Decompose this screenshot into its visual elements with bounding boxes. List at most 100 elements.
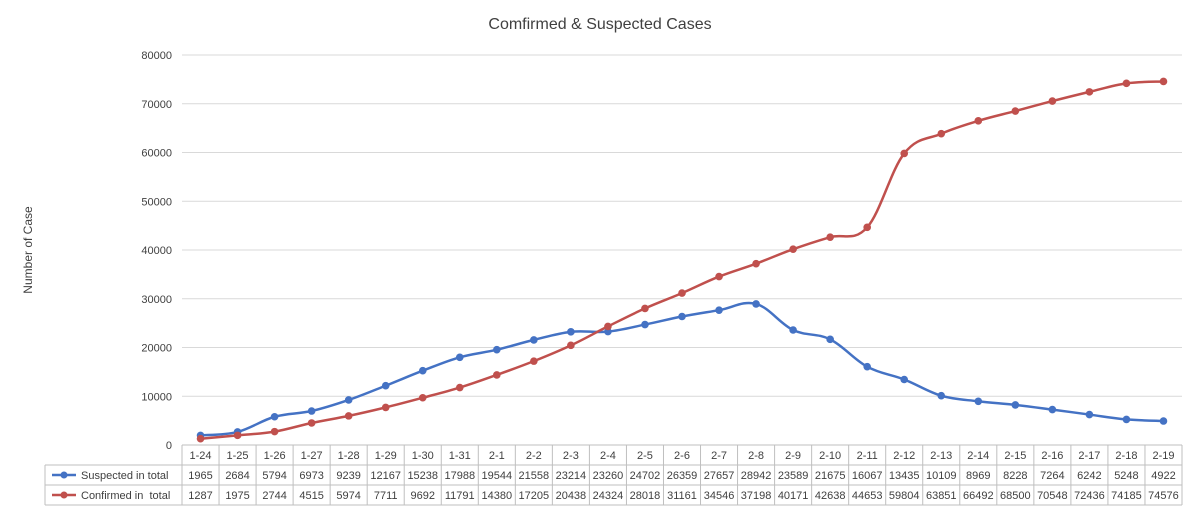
x-tick-label: 1-29 bbox=[375, 450, 397, 462]
data-label: 24702 bbox=[630, 470, 661, 482]
data-point bbox=[307, 407, 316, 415]
data-label: 21675 bbox=[815, 470, 846, 482]
data-point bbox=[604, 322, 612, 331]
data-point bbox=[863, 223, 871, 232]
data-label: 28018 bbox=[630, 490, 661, 502]
data-label: 8228 bbox=[1003, 470, 1027, 482]
data-label: 2684 bbox=[225, 470, 249, 482]
data-label: 20438 bbox=[556, 490, 587, 502]
y-tick-label: 20000 bbox=[141, 343, 172, 355]
data-label: 23214 bbox=[556, 470, 587, 482]
chart-title: Comfirmed & Suspected Cases bbox=[488, 16, 711, 33]
x-tick-label: 2-8 bbox=[748, 450, 764, 462]
data-label: 15238 bbox=[407, 470, 438, 482]
data-point bbox=[752, 259, 760, 268]
data-point bbox=[715, 306, 723, 314]
x-tick-label: 2-16 bbox=[1041, 450, 1063, 462]
data-point bbox=[937, 129, 946, 138]
data-point bbox=[344, 396, 353, 404]
data-point bbox=[530, 336, 538, 344]
data-label: 31161 bbox=[667, 490, 697, 502]
data-table: 1-24 1-25 1-26 1-27 1-28 1-29 1-30 1-31 2-1 2-2 2-… bbox=[44, 444, 1183, 506]
data-label: 1965 bbox=[188, 470, 212, 482]
data-point bbox=[974, 397, 983, 406]
data-point bbox=[1085, 410, 1094, 419]
data-label: 70548 bbox=[1037, 490, 1068, 502]
data-point bbox=[789, 326, 797, 334]
data-point bbox=[826, 335, 834, 344]
data-label: 17988 bbox=[444, 470, 475, 482]
data-point bbox=[641, 320, 649, 329]
x-tick-label: 2-6 bbox=[674, 450, 690, 462]
y-tick-label: 50000 bbox=[141, 196, 172, 208]
data-label: 72436 bbox=[1074, 490, 1105, 502]
data-point bbox=[789, 245, 797, 253]
data-label: 10109 bbox=[926, 470, 957, 482]
data-label: 17205 bbox=[519, 490, 550, 502]
data-label: 9692 bbox=[410, 490, 434, 502]
y-tick-label: 0 bbox=[166, 440, 172, 452]
legend-entry: Confirmed in total bbox=[81, 490, 170, 502]
data-point bbox=[715, 272, 723, 281]
x-tick-label: 2-15 bbox=[1004, 450, 1026, 462]
y-tick-label: 30000 bbox=[141, 294, 172, 306]
data-point bbox=[900, 375, 909, 384]
x-tick-label: 1-26 bbox=[264, 450, 286, 462]
data-point bbox=[530, 357, 538, 365]
data-label: 24324 bbox=[593, 490, 624, 502]
x-tick-label: 2-3 bbox=[563, 450, 579, 462]
data-label: 7264 bbox=[1040, 470, 1064, 482]
data-label: 19544 bbox=[482, 470, 513, 482]
y-axis-label: Number of Case bbox=[21, 206, 35, 294]
data-label: 6242 bbox=[1077, 470, 1101, 482]
data-label: 6973 bbox=[299, 470, 323, 482]
data-label: 5974 bbox=[336, 490, 360, 502]
data-point bbox=[641, 304, 649, 313]
x-tick-label: 1-27 bbox=[301, 450, 323, 462]
data-label: 11791 bbox=[445, 490, 475, 502]
data-label: 12167 bbox=[370, 470, 401, 482]
data-point bbox=[344, 412, 353, 420]
legend-entry: Suspected in total bbox=[81, 470, 168, 482]
data-point bbox=[678, 289, 686, 297]
data-point bbox=[493, 371, 501, 379]
data-label: 23589 bbox=[778, 470, 809, 482]
legend-swatch-marker bbox=[60, 471, 68, 479]
data-label: 23260 bbox=[593, 470, 624, 482]
x-tick-label: 1-24 bbox=[190, 450, 212, 462]
data-label: 5248 bbox=[1114, 470, 1138, 482]
data-label: 34546 bbox=[704, 490, 735, 502]
y-tick-labels: 0 10000 20000 30000 40000 50000 60000 70000 8000… bbox=[141, 50, 172, 452]
x-tick-label: 2-4 bbox=[600, 450, 616, 462]
data-label: 4922 bbox=[1151, 470, 1175, 482]
data-point bbox=[381, 381, 390, 390]
y-tick-label: 60000 bbox=[141, 148, 172, 160]
x-tick-label: 2-19 bbox=[1152, 450, 1174, 462]
data-label: 68500 bbox=[1000, 490, 1031, 502]
data-point bbox=[381, 403, 390, 412]
data-point bbox=[863, 362, 871, 371]
data-point bbox=[418, 366, 427, 375]
data-point bbox=[567, 328, 575, 336]
data-point bbox=[900, 149, 909, 158]
x-tick-label: 2-1 bbox=[489, 450, 505, 462]
data-label: 4515 bbox=[299, 490, 323, 502]
data-point bbox=[1085, 88, 1094, 96]
data-point bbox=[455, 353, 464, 362]
data-point bbox=[270, 412, 279, 421]
x-tick-label: 1-28 bbox=[338, 450, 360, 462]
data-point bbox=[493, 345, 501, 354]
data-point bbox=[196, 434, 205, 443]
data-point bbox=[678, 312, 686, 321]
data-point bbox=[1122, 79, 1131, 88]
data-label: 27657 bbox=[704, 470, 735, 482]
data-point bbox=[1011, 401, 1020, 409]
x-tick-label: 2-12 bbox=[893, 450, 915, 462]
data-label: 44653 bbox=[852, 490, 883, 502]
data-label: 21558 bbox=[519, 470, 550, 482]
data-point bbox=[1048, 405, 1057, 414]
data-label: 16067 bbox=[852, 470, 883, 482]
x-tick-label: 1-25 bbox=[227, 450, 249, 462]
data-point bbox=[1122, 415, 1131, 424]
